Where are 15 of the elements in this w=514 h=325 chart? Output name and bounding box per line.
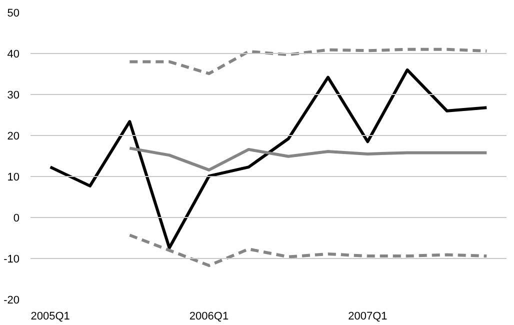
x-tick-label: 2006Q1 (189, 310, 229, 322)
line-series (128, 48, 488, 76)
y-tick-label: 40 (7, 48, 20, 60)
line-series (128, 234, 488, 267)
line-series (48, 68, 488, 250)
x-tick-label: 2005Q1 (30, 310, 70, 322)
y-tick-label: 20 (7, 130, 20, 142)
line-series (128, 146, 488, 172)
y-tick-label: 10 (7, 172, 20, 184)
y-tick-label: -10 (4, 254, 20, 266)
y-tick-label: 50 (7, 8, 20, 20)
y-tick-label: 0 (13, 212, 20, 224)
y-tick-label: 30 (7, 90, 20, 102)
y-tick-label: -20 (4, 294, 20, 306)
x-tick-label: 2007Q1 (348, 310, 388, 322)
